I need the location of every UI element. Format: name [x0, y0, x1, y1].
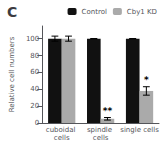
svg-text:80: 80	[30, 52, 39, 60]
svg-text:cells: cells	[54, 134, 70, 142]
svg-text:single cells: single cells	[120, 126, 159, 134]
svg-text:C: C	[7, 4, 17, 20]
svg-text:20: 20	[30, 102, 39, 110]
svg-text:Relative cell numbers: Relative cell numbers	[8, 36, 16, 112]
svg-text:Cby1 KD: Cby1 KD	[127, 8, 157, 16]
svg-text:cells: cells	[93, 134, 109, 142]
svg-text:cuboidal: cuboidal	[46, 126, 78, 134]
svg-text:**: **	[103, 106, 113, 116]
svg-text:spindle: spindle	[87, 126, 114, 134]
svg-text:100: 100	[26, 35, 39, 43]
svg-text:0: 0	[35, 119, 39, 127]
svg-text:*: *	[144, 75, 149, 85]
svg-text:60: 60	[30, 68, 39, 76]
svg-text:40: 40	[30, 85, 39, 93]
svg-text:Control: Control	[82, 8, 107, 16]
